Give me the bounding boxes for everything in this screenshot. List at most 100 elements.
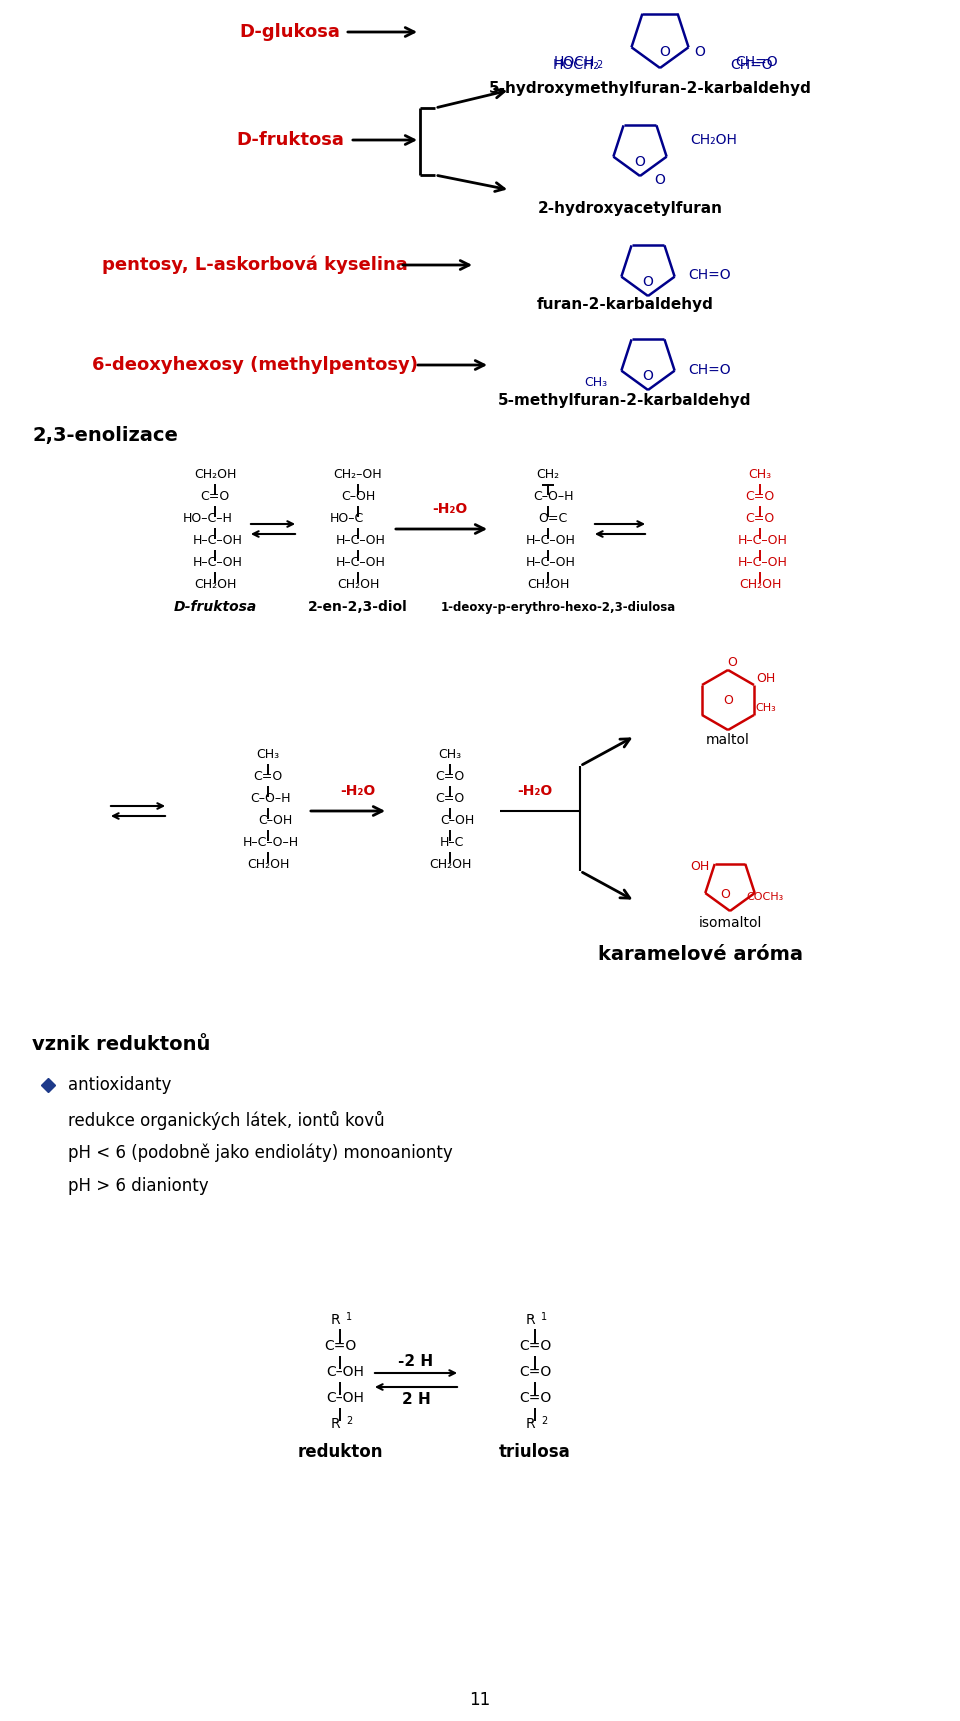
Text: CH₂OH: CH₂OH	[527, 578, 569, 592]
Text: 1: 1	[346, 1311, 352, 1322]
Text: CH₃: CH₃	[756, 702, 777, 712]
Text: OH: OH	[756, 671, 776, 685]
Text: 5-methylfuran-2-karbaldehyd: 5-methylfuran-2-karbaldehyd	[498, 392, 752, 408]
Text: 2,3-enolizace: 2,3-enolizace	[32, 425, 178, 444]
Text: H–C–OH: H–C–OH	[336, 535, 386, 547]
Text: CH₂–OH: CH₂–OH	[334, 468, 382, 482]
Text: 2-hydroxyacetylfuran: 2-hydroxyacetylfuran	[538, 201, 723, 215]
Text: C–O–H: C–O–H	[533, 490, 573, 504]
Text: pH < 6 (podobně jako endioláty) monoanionty: pH < 6 (podobně jako endioláty) monoanio…	[68, 1144, 453, 1162]
Text: 5-hydroxymethylfuran-2-karbaldehyd: 5-hydroxymethylfuran-2-karbaldehyd	[489, 81, 811, 95]
Text: R: R	[525, 1313, 535, 1327]
Text: -2 H: -2 H	[398, 1354, 434, 1370]
Text: vznik reduktonů: vznik reduktonů	[32, 1036, 210, 1055]
Text: 6-deoxyhexosy (methylpentosy): 6-deoxyhexosy (methylpentosy)	[92, 356, 418, 373]
Text: H–C–OH: H–C–OH	[193, 556, 243, 570]
Text: C=O: C=O	[201, 490, 229, 504]
Text: CH₂OH: CH₂OH	[429, 859, 471, 871]
Text: C–OH: C–OH	[326, 1365, 364, 1379]
Text: C=O: C=O	[518, 1339, 551, 1353]
Text: CH₂OH: CH₂OH	[690, 133, 737, 146]
Text: C–OH: C–OH	[341, 490, 375, 504]
Text: O: O	[720, 888, 730, 902]
Text: R: R	[330, 1313, 340, 1327]
Text: O: O	[655, 174, 665, 188]
Text: -H₂O: -H₂O	[517, 785, 553, 799]
Text: HO–C: HO–C	[330, 513, 364, 525]
Text: antioxidanty: antioxidanty	[68, 1076, 172, 1095]
Text: furan-2-karbaldehyd: furan-2-karbaldehyd	[537, 298, 713, 313]
Text: C–OH: C–OH	[258, 814, 292, 828]
Text: C–OH: C–OH	[326, 1391, 364, 1404]
Text: H–C: H–C	[440, 836, 465, 850]
Text: CH=O: CH=O	[730, 59, 773, 72]
Text: C=O: C=O	[745, 490, 775, 504]
Text: 2-en-2,3-diol: 2-en-2,3-diol	[308, 601, 408, 614]
Text: 11: 11	[469, 1692, 491, 1709]
Text: HO–C–H: HO–C–H	[183, 513, 233, 525]
Text: C–O–H: C–O–H	[250, 792, 291, 805]
Text: O: O	[727, 656, 737, 668]
Text: pentosy, L-askorbová kyselina: pentosy, L-askorbová kyselina	[102, 256, 408, 274]
Text: C–OH: C–OH	[440, 814, 474, 828]
Text: CH₂OH: CH₂OH	[194, 578, 236, 592]
Text: C=O: C=O	[436, 771, 465, 783]
Text: H–C–OH: H–C–OH	[738, 556, 788, 570]
Text: CH₂OH: CH₂OH	[739, 578, 781, 592]
Text: R: R	[330, 1416, 340, 1430]
Text: H–C–OH: H–C–OH	[526, 556, 576, 570]
Text: maltol: maltol	[706, 733, 750, 747]
Text: O: O	[635, 155, 645, 169]
Text: HOCH₂: HOCH₂	[553, 59, 600, 72]
Text: 1-deoxy-р-erythro-hexo-2,3-diulosa: 1-deoxy-р-erythro-hexo-2,3-diulosa	[441, 601, 676, 613]
Text: karamelové aróma: karamelové aróma	[597, 945, 803, 964]
Text: 2: 2	[541, 1416, 547, 1427]
Text: redukton: redukton	[298, 1442, 383, 1461]
Text: CH₃: CH₃	[749, 468, 772, 482]
Text: H–C–OH: H–C–OH	[336, 556, 386, 570]
Text: -H₂O: -H₂O	[341, 785, 375, 799]
Text: OH: OH	[690, 860, 709, 874]
Text: H–C–OH: H–C–OH	[526, 535, 576, 547]
Text: CH₃: CH₃	[584, 375, 607, 389]
Text: CH₂OH: CH₂OH	[194, 468, 236, 482]
Text: D-fruktosa: D-fruktosa	[236, 131, 344, 150]
Text: C=O: C=O	[324, 1339, 356, 1353]
Text: C=O: C=O	[518, 1365, 551, 1379]
Text: CH=O: CH=O	[688, 268, 731, 282]
Text: CH₂OH: CH₂OH	[247, 859, 289, 871]
Text: CH₂: CH₂	[537, 468, 560, 482]
Text: triulosa: triulosa	[499, 1442, 571, 1461]
Text: O: O	[695, 45, 706, 59]
Text: CH₃: CH₃	[256, 749, 279, 761]
Text: O=C: O=C	[538, 513, 567, 525]
Text: 2 H: 2 H	[401, 1392, 430, 1408]
Text: C=O: C=O	[518, 1391, 551, 1404]
Text: CH₃: CH₃	[439, 749, 462, 761]
Text: O: O	[642, 275, 654, 289]
Text: 1: 1	[541, 1311, 547, 1322]
Text: -H₂O: -H₂O	[432, 503, 468, 516]
Text: pH > 6 dianionty: pH > 6 dianionty	[68, 1177, 208, 1194]
Text: O: O	[642, 368, 654, 384]
Text: C=O: C=O	[436, 792, 465, 805]
Text: D-glukosa: D-glukosa	[240, 22, 341, 41]
Text: D-fruktosa: D-fruktosa	[174, 601, 256, 614]
Text: CH=O: CH=O	[688, 363, 731, 377]
Text: 2: 2	[596, 60, 602, 71]
Text: 2: 2	[346, 1416, 352, 1427]
Text: CH₂OH: CH₂OH	[337, 578, 379, 592]
Text: isomaltol: isomaltol	[698, 916, 761, 929]
Text: H–C–O–H: H–C–O–H	[243, 836, 300, 850]
Text: R: R	[525, 1416, 535, 1430]
Text: O: O	[723, 694, 732, 707]
Text: HOCH: HOCH	[554, 55, 595, 69]
Text: redukce organických látek, iontů kovů: redukce organických látek, iontů kovů	[68, 1110, 385, 1129]
Text: COCH₃: COCH₃	[746, 891, 783, 902]
Text: H–C–OH: H–C–OH	[738, 535, 788, 547]
Text: C=O: C=O	[253, 771, 282, 783]
Text: CH=O: CH=O	[735, 55, 778, 69]
Text: H–C–OH: H–C–OH	[193, 535, 243, 547]
Text: C=O: C=O	[745, 513, 775, 525]
Text: O: O	[660, 45, 670, 59]
